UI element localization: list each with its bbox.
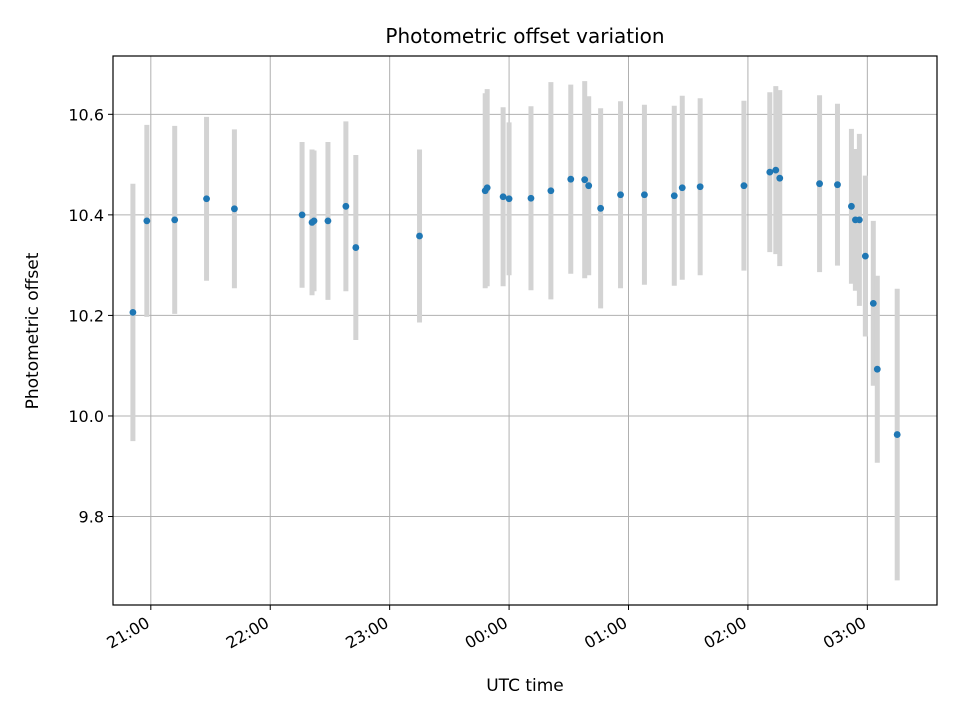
data-point	[696, 183, 704, 191]
data-point	[567, 175, 575, 183]
data-point	[416, 232, 423, 240]
data-point	[527, 194, 535, 202]
data-point	[855, 216, 863, 224]
plot-frame	[112, 55, 938, 606]
data-point	[848, 202, 855, 210]
y-axis-title: Photometric offset	[23, 252, 43, 409]
data-point	[893, 431, 901, 438]
data-point	[298, 211, 306, 219]
data-point	[483, 184, 491, 192]
data-point	[310, 217, 318, 225]
data-point	[505, 195, 513, 203]
data-point	[772, 166, 780, 174]
data-point	[678, 184, 686, 192]
data-point	[499, 193, 507, 201]
data-point	[776, 174, 784, 182]
data-point	[547, 187, 555, 195]
data-point	[581, 176, 589, 184]
data-point	[641, 191, 648, 199]
y-axis-ticks: 9.8 10.0 10.2 10.4 10.6	[68, 105, 113, 527]
data-point	[869, 299, 877, 307]
data-point	[617, 191, 624, 199]
y-tick-label: 10.0	[68, 407, 104, 426]
data-point	[585, 182, 593, 190]
grid-lines	[113, 56, 937, 605]
data-point	[143, 217, 151, 225]
data-point	[203, 195, 210, 203]
y-tick-label: 10.2	[68, 306, 104, 325]
data-point	[834, 181, 841, 189]
chart-title: Photometric offset variation	[385, 24, 664, 48]
data-point	[816, 180, 823, 188]
data-point	[740, 182, 748, 190]
data-point	[597, 204, 605, 212]
data-point	[231, 205, 238, 213]
data-points	[129, 166, 901, 438]
data-point	[171, 216, 179, 224]
data-point	[352, 244, 360, 251]
data-point	[342, 202, 350, 210]
data-point	[670, 192, 678, 200]
data-point	[766, 168, 774, 176]
x-axis-title: UTC time	[486, 676, 564, 696]
data-point	[129, 309, 137, 316]
data-point	[873, 365, 881, 373]
y-tick-label: 9.8	[79, 508, 104, 527]
y-tick-label: 10.4	[68, 206, 104, 225]
data-point	[324, 217, 332, 225]
data-point	[861, 252, 869, 260]
y-tick-label: 10.6	[68, 105, 104, 124]
